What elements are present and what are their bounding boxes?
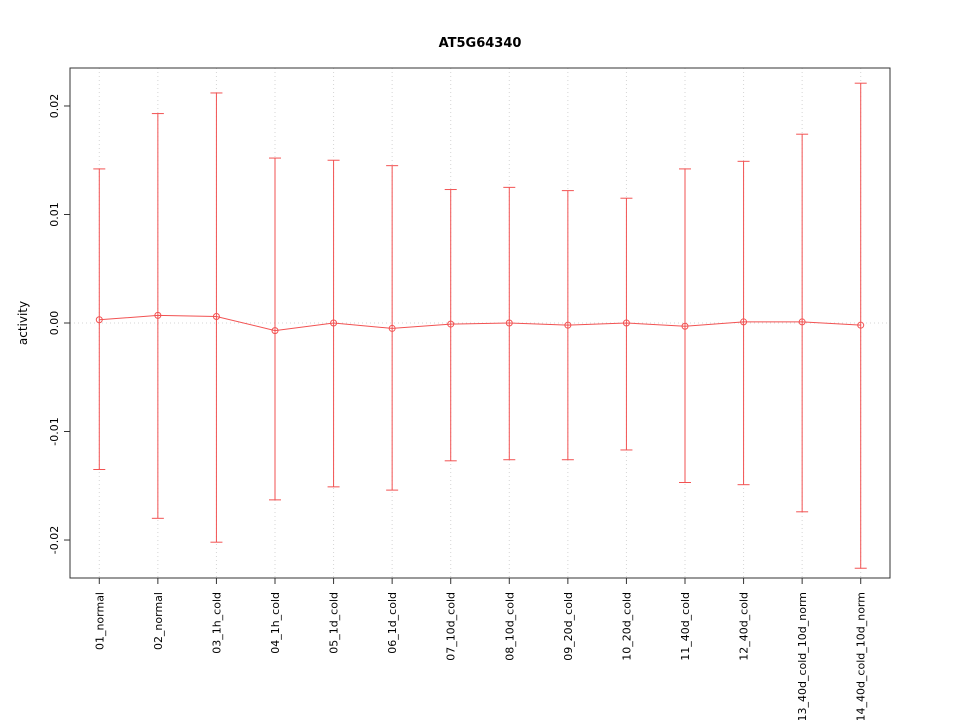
error-bar	[151, 113, 164, 519]
error-bar	[620, 197, 633, 451]
error-bar	[444, 189, 457, 462]
mean-point	[681, 322, 689, 330]
mean-point	[271, 327, 279, 335]
mean-point	[622, 319, 630, 327]
x-tick-label: 02_normal	[152, 592, 165, 650]
mean-point	[505, 319, 513, 327]
x-tick-label: 03_1h_cold	[210, 592, 223, 654]
x-tick-label: 07_10d_cold	[445, 592, 458, 661]
y-axis: -0.02 -0.01 0.00 0.01 0.02	[48, 94, 70, 554]
mean-point	[798, 318, 806, 326]
x-tick-label: 13_40d_cold_10d_norm	[796, 592, 809, 720]
x-tick-label: 08_10d_cold	[503, 592, 516, 661]
error-bar	[93, 168, 106, 470]
error-bar	[796, 133, 809, 513]
mean-point	[857, 321, 865, 329]
chart-title: AT5G64340	[439, 36, 522, 51]
x-tick-label: 11_40d_cold	[679, 592, 692, 661]
x-tick-label: 10_20d_cold	[620, 592, 633, 661]
mean-point	[330, 319, 338, 327]
y-axis-label: activity	[16, 301, 30, 345]
error-bar	[679, 168, 691, 484]
error-bar	[327, 159, 340, 488]
error-bar	[854, 82, 867, 569]
x-tick-label: 09_20d_cold	[562, 592, 575, 661]
mean-point	[740, 318, 748, 326]
y-tick-label: 0.00	[48, 311, 61, 336]
error-bar	[737, 160, 750, 486]
mean-point	[212, 312, 220, 320]
x-axis: 01_normal 02_normal 03_1h_cold 04_1h_cold 05…	[93, 578, 868, 720]
mean-point	[95, 316, 103, 324]
x-tick-label: 14_40d_cold_10d_norm	[855, 592, 868, 720]
mean-point	[564, 321, 572, 329]
error-bar	[503, 186, 516, 461]
mean-point	[154, 311, 162, 319]
y-tick-label: -0.02	[48, 526, 61, 554]
mean-points	[95, 311, 865, 335]
y-tick-label: 0.01	[48, 202, 61, 227]
x-tick-label: 06_1d_cold	[386, 592, 399, 654]
error-bar	[210, 92, 223, 543]
mean-line	[99, 314, 861, 332]
gridlines	[70, 68, 890, 578]
y-tick-label: 0.02	[48, 94, 61, 119]
x-tick-label: 12_40d_cold	[738, 592, 751, 661]
error-bars	[93, 82, 867, 569]
x-tick-label: 05_1d_cold	[328, 592, 341, 654]
chart-plot-area: -0.02 -0.01 0.00 0.01 0.02 01_normal 02_normal…	[48, 67, 891, 720]
x-tick-label: 04_1h_cold	[269, 592, 282, 654]
x-tick-label: 01_normal	[93, 592, 106, 650]
error-bar	[386, 165, 399, 491]
mean-point	[447, 320, 455, 328]
mean-point	[388, 324, 396, 332]
y-tick-label: -0.01	[48, 417, 61, 445]
error-bar	[269, 157, 281, 501]
